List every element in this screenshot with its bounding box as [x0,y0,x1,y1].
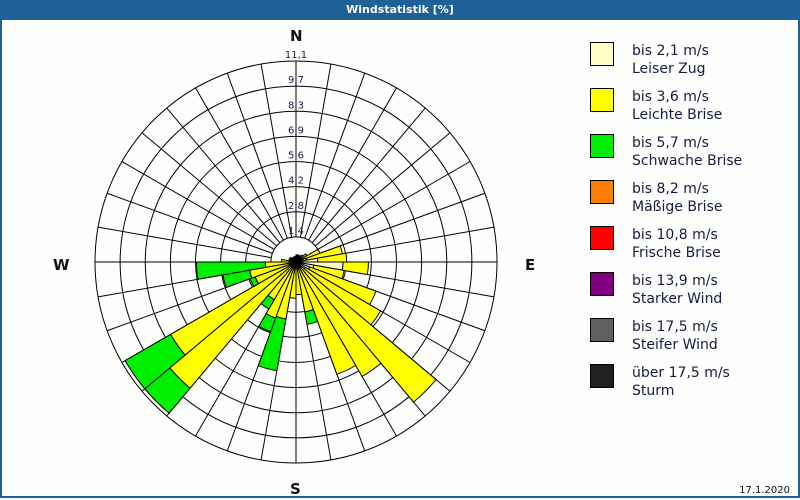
compass-west-label: W [53,256,70,274]
legend-swatch-3 [590,180,614,204]
legend-label: Sturm [632,383,675,399]
svg-text:6,9: 6,9 [288,125,304,136]
legend-range: bis 8,2 m/s [632,181,709,197]
legend-range: über 17,5 m/s [632,365,730,381]
legend-range: bis 3,6 m/s [632,89,709,105]
legend-swatch-6 [590,318,614,342]
legend-label: Schwache Brise [632,153,743,169]
svg-text:4,2: 4,2 [288,176,304,187]
legend-label: Starker Wind [632,291,723,307]
compass-south-label: S [290,480,301,498]
window-title: Windstatistik [%] [0,0,800,20]
legend-range: bis 17,5 m/s [632,319,718,335]
legend-swatch-2 [590,134,614,158]
legend-swatch-0 [590,42,614,66]
legend-range: bis 5,7 m/s [632,135,709,151]
legend-label: Leichte Brise [632,107,723,123]
wind-rose-chart: 1,4 2,8 4,2 5,6 6,9 8,3 9,7 11,1 [94,50,498,464]
svg-text:5,6: 5,6 [288,151,304,162]
legend-swatch-5 [590,272,614,296]
legend-label: Frische Brise [632,245,721,261]
legend-swatch-7 [590,364,614,388]
legend-label: Steifer Wind [632,337,718,353]
legend-swatch-1 [590,88,614,112]
legend-range: bis 2,1 m/s [632,43,709,59]
legend-range: bis 10,8 m/s [632,227,718,243]
svg-text:1,4: 1,4 [288,226,304,237]
svg-text:2,8: 2,8 [288,201,304,212]
date-stamp: 17.1.2020 [739,485,790,496]
legend-swatch-4 [590,226,614,250]
svg-text:11,1: 11,1 [285,50,307,61]
legend-label: Mäßige Brise [632,199,723,215]
svg-text:9,7: 9,7 [288,75,304,86]
compass-east-label: E [525,256,536,274]
svg-text:8,3: 8,3 [288,100,304,111]
legend-range: bis 13,9 m/s [632,273,718,289]
compass-north-label: N [290,27,303,45]
legend-label: Leiser Zug [632,61,706,77]
